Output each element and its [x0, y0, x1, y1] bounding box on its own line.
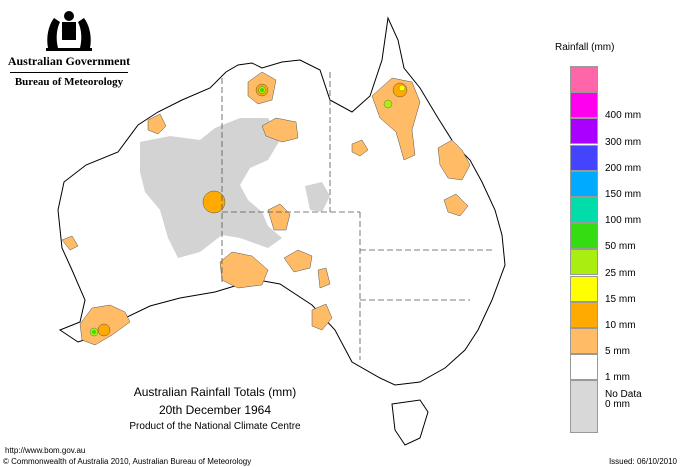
legend-label: 10 mm — [605, 320, 636, 331]
rainfall-area — [443, 193, 469, 217]
legend-swatch — [570, 223, 598, 250]
map-date: 20th December 1964 — [158, 403, 272, 417]
legend-label: 5 mm — [605, 346, 630, 358]
rainfall-area — [219, 251, 269, 289]
rainfall-area — [147, 113, 167, 135]
rainfall-area — [437, 139, 471, 181]
legend-swatch — [570, 328, 598, 354]
legend-label: 100 mm — [605, 215, 642, 227]
government-name: Australian Government — [7, 54, 131, 68]
legend-label: 50 mm — [605, 241, 636, 253]
legend-title: Rainfall (mm) — [555, 42, 615, 53]
rainfall-area — [92, 330, 96, 334]
rainfall-area — [97, 323, 111, 337]
government-branding: Australian Government Bureau of Meteorol… — [6, 8, 132, 88]
legend-swatch — [570, 144, 598, 171]
no-data-region — [305, 182, 330, 212]
state-borders — [221, 72, 492, 360]
legend-label: 150 mm — [605, 189, 642, 200]
legend-label: 25 mm — [605, 267, 636, 279]
legend-swatch — [570, 301, 598, 328]
legend-swatch — [570, 249, 598, 276]
legend-swatch — [570, 197, 598, 223]
rainfall-area — [202, 190, 226, 214]
legend-label: 0 mm — [605, 398, 630, 410]
rainfall-area — [311, 303, 333, 331]
map-title: Australian Rainfall Totals (mm) — [133, 385, 297, 399]
copyright-text: © Commonwealth of Australia 2010, Austra… — [3, 457, 252, 466]
legend-swatch — [570, 354, 598, 381]
issued-date: Issued: 06/10/2010 — [608, 457, 677, 466]
rainfall-area — [261, 117, 299, 143]
rainfall-area — [260, 88, 264, 92]
website-link[interactable]: http://www.bom.gov.au — [5, 446, 86, 455]
legend-label: 400 mm — [605, 110, 642, 122]
bureau-name: Bureau of Meteorology — [14, 76, 124, 88]
legend-swatch — [570, 380, 598, 433]
legend-label: 15 mm — [605, 293, 636, 305]
coat-of-arms-icon — [46, 11, 92, 51]
legend-label: 200 mm — [605, 162, 642, 174]
rainfall-area — [371, 77, 421, 161]
rainfall-area — [351, 139, 369, 157]
legend-label-no-data: No Data — [605, 389, 642, 400]
tasmania-outline — [391, 399, 429, 446]
no-data-region — [140, 118, 282, 258]
legend-swatch — [570, 170, 598, 197]
rainfall-area — [383, 99, 393, 109]
rainfall-area — [61, 235, 79, 251]
legend-swatch — [570, 92, 598, 119]
rainfall-area — [317, 267, 331, 289]
map-product: Product of the National Climate Centre — [129, 421, 301, 432]
legend-swatch — [570, 275, 598, 302]
legend-label: 300 mm — [605, 136, 642, 148]
rainfall-area — [283, 249, 313, 273]
legend-label: 1 mm — [605, 372, 630, 384]
legend-swatch — [570, 118, 598, 145]
legend-swatch — [570, 66, 598, 92]
divider — [10, 72, 128, 73]
rainfall-area — [267, 203, 291, 231]
rainfall-area — [398, 84, 406, 92]
